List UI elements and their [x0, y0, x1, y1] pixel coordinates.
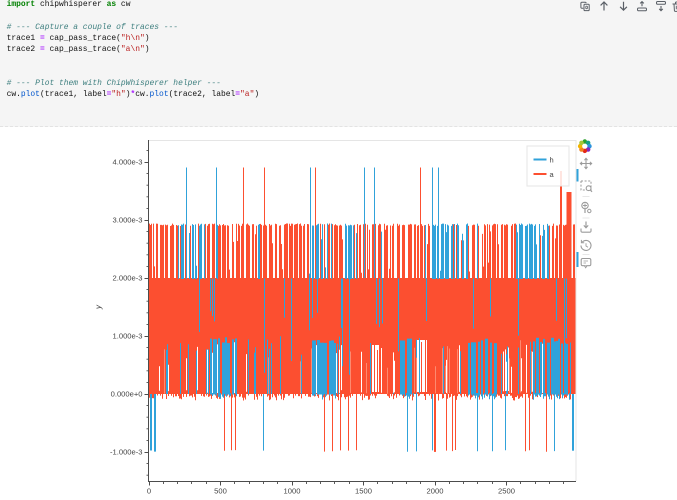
svg-text:1000: 1000	[284, 487, 301, 496]
svg-text:2000: 2000	[427, 487, 444, 496]
svg-text:500: 500	[214, 487, 227, 496]
svg-text:y: y	[94, 304, 103, 310]
svg-text:2500: 2500	[498, 487, 515, 496]
svg-text:0: 0	[147, 487, 151, 496]
svg-text:a: a	[550, 170, 555, 179]
svg-text:-1.000e-3: -1.000e-3	[110, 448, 143, 457]
svg-text:1.000e-3: 1.000e-3	[113, 332, 143, 341]
svg-text:h: h	[550, 155, 554, 164]
svg-text:2.000e-3: 2.000e-3	[113, 274, 143, 283]
svg-text:3.000e-3: 3.000e-3	[113, 216, 143, 225]
svg-text:4.000e-3: 4.000e-3	[113, 158, 143, 167]
svg-text:1500: 1500	[355, 487, 372, 496]
svg-text:0.000e+0: 0.000e+0	[111, 390, 143, 399]
